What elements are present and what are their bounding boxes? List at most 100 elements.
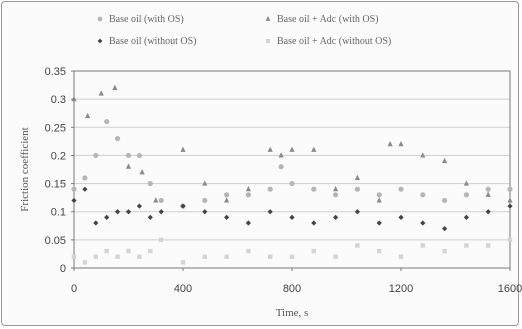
data-point [485,186,491,192]
data-point [93,254,99,259]
data-point [153,197,159,203]
series-3 [71,237,513,265]
data-point [507,203,513,209]
data-point [355,243,360,248]
data-point [82,186,88,192]
data-point [442,226,448,232]
legend-marker [97,38,103,44]
series-1 [71,84,513,203]
data-point [267,146,273,152]
grid-lines [74,70,510,269]
plot-area [73,70,511,269]
data-point [245,192,251,198]
data-point [98,90,104,96]
data-point [507,237,513,243]
data-point [507,197,513,203]
data-point [420,220,426,226]
data-point [333,186,339,192]
data-point [126,248,131,254]
legend-entry: Base oil (with OS) [97,14,184,25]
data-point [267,186,273,192]
data-point [463,180,469,186]
data-point [463,192,469,198]
legend-label: Base oil (with OS) [109,14,184,25]
data-point [71,95,77,102]
data-point [115,135,121,142]
data-point [136,152,142,159]
data-point [267,209,273,215]
data-point [202,180,208,186]
data-point [202,209,208,215]
data-point [420,192,426,198]
data-point [158,237,164,243]
data-point [398,214,404,220]
data-point [82,175,88,181]
data-point [224,192,230,198]
data-point [278,164,284,170]
data-point [267,254,273,259]
y-tick-label: 0.3 [51,94,66,106]
data-point [224,254,229,259]
x-tick-label: 800 [283,283,301,295]
data-point [104,214,110,220]
data-point [245,220,251,226]
series-0 [71,119,513,209]
data-point [147,180,153,187]
data-point [354,186,360,192]
data-point [115,209,121,215]
data-point [71,186,77,192]
data-point [376,220,382,226]
data-point [158,197,164,204]
data-point [289,146,295,152]
legend-label: Base oil + Adc (with OS) [277,14,378,25]
data-point [93,152,99,159]
legend-entry: Base oil + Adc (with OS) [265,14,378,25]
data-point [139,169,145,175]
y-tick-label: 0.2 [51,150,66,162]
data-point [311,186,317,192]
y-tick-label: 0.25 [45,122,66,134]
data-point [136,203,142,209]
legend-marker [265,38,271,44]
data-point [202,254,208,259]
data-point [507,186,513,192]
data-point [278,152,284,158]
x-tick-label: 400 [174,283,192,295]
data-point [311,248,317,254]
data-point [333,214,339,220]
x-tick-label: 1600 [498,283,522,295]
data-point [442,157,448,164]
data-point [333,254,338,259]
y-tick-label: 0.15 [45,179,66,191]
data-point [398,254,404,259]
data-point [354,209,360,215]
y-tick-label: 0.1 [51,207,66,219]
data-point [485,243,491,248]
data-point [420,243,426,248]
data-point [148,248,153,254]
data-point [246,248,251,254]
legend: Base oil (with OS) Base oil + Adc (with O… [97,14,391,47]
data-point [71,197,77,204]
data-point [398,140,404,147]
data-point [224,214,230,220]
data-point [147,214,153,220]
x-axis-title: Time, s [276,307,309,319]
data-point [464,243,469,248]
data-point [311,220,317,226]
data-point [463,214,469,220]
legend-entry: Base oil + Adc (without OS) [265,36,391,47]
x-tick-label: 0 [71,283,77,295]
y-axis-title: Friction coefficient [19,127,31,211]
y-tick-label: 0.05 [45,235,66,247]
data-point [485,191,491,197]
data-point [485,209,491,215]
legend-label: Base oil (without OS) [109,36,197,47]
data-point [180,260,186,265]
data-point [180,203,186,209]
data-point [158,209,164,215]
data-point [202,197,208,204]
series-layer [71,84,513,265]
data-point [112,84,118,90]
data-point [93,220,99,226]
